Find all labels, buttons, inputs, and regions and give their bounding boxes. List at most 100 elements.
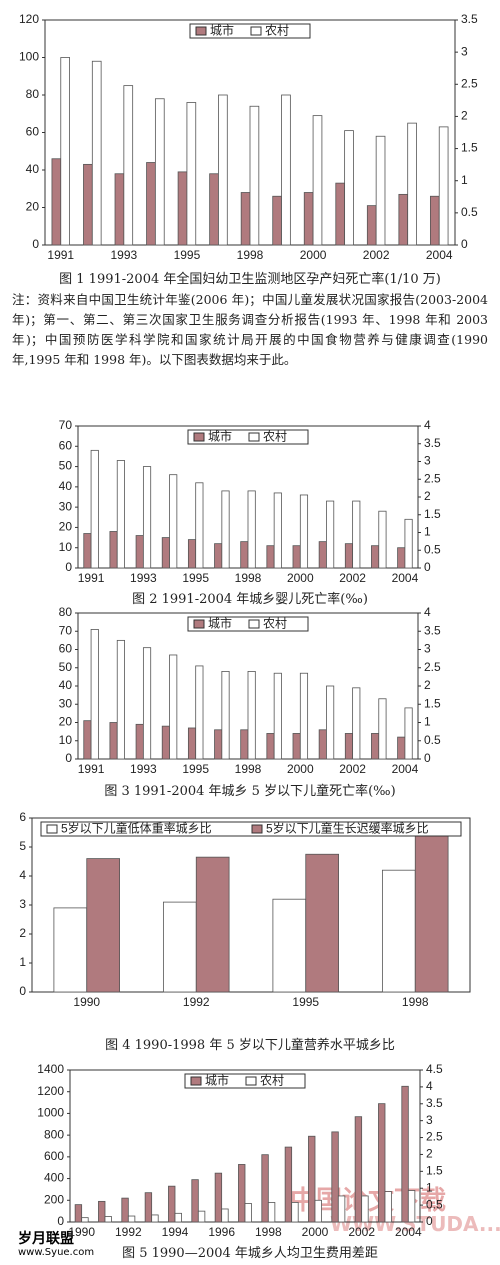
y-tick-label: 1200 [37, 1084, 64, 1098]
bar [273, 672, 282, 760]
y-tick-label: 80 [59, 605, 73, 619]
bar [361, 1195, 369, 1223]
bar [186, 102, 197, 246]
bar [303, 192, 314, 246]
bar [318, 729, 327, 760]
bar [240, 192, 251, 246]
y-tick-label: 0 [65, 560, 72, 574]
bar [86, 858, 120, 993]
bar [168, 1185, 176, 1223]
y2-tick-label: 2.5 [461, 76, 478, 90]
bar [404, 518, 413, 569]
legend-swatch [245, 1076, 257, 1086]
y-tick-label: 2 [19, 926, 26, 940]
bar [366, 205, 377, 246]
bar [378, 698, 387, 760]
bar [135, 723, 144, 760]
y2-tick-label: 3 [461, 44, 468, 58]
legend-label: 城市 [208, 429, 232, 444]
bar [281, 94, 291, 246]
bar [214, 1172, 223, 1223]
bar [272, 195, 282, 246]
y2-tick-label: 3 [426, 1113, 433, 1127]
x-tick-label: 2004 [392, 571, 419, 585]
y-tick-label: 30 [59, 499, 73, 513]
bar [174, 1212, 182, 1223]
y2-tick-label: 4 [426, 1079, 433, 1093]
bar [397, 547, 406, 569]
bar [335, 182, 346, 246]
bar [438, 126, 449, 246]
bar [142, 466, 152, 569]
y-tick-label: 400 [44, 1171, 64, 1185]
y2-tick-label: 3 [424, 642, 431, 656]
x-tick-label: 1995 [182, 762, 209, 776]
x-tick-label: 1993 [110, 248, 137, 262]
x-tick-label: 1993 [130, 571, 157, 585]
bar [221, 1208, 229, 1223]
legend-box [187, 429, 309, 445]
bar [266, 733, 275, 760]
y-tick-label: 10 [59, 540, 73, 554]
bar [114, 173, 125, 246]
y-tick-label: 60 [59, 642, 73, 656]
x-tick-label: 1991 [78, 762, 105, 776]
bar [90, 449, 99, 569]
bar [104, 1216, 112, 1223]
legend-swatch [250, 26, 262, 36]
bar [81, 1217, 89, 1223]
chart: 0 1 2 3 4 5 6 1990 1992 1995 1998 5岁以下儿童低体重率城乡比 5岁以下… [19, 810, 471, 1009]
y-tick-label: 10 [59, 733, 73, 747]
y2-tick-label: 0.5 [426, 1197, 443, 1211]
x-tick-label: 2002 [348, 1225, 375, 1239]
caption: 图 3 1991-2004 年城乡 5 岁以下儿童死亡率(‰) [104, 784, 396, 799]
bar [209, 173, 219, 246]
x-tick-label: 2004 [395, 1225, 422, 1239]
legend-label: 城市 [210, 23, 234, 38]
bar [238, 1164, 246, 1223]
bar [74, 1204, 83, 1223]
y2-tick-label: 2 [424, 678, 431, 692]
bar [187, 539, 197, 569]
y-tick-label: 200 [44, 1192, 64, 1206]
legend-box [187, 616, 309, 632]
bar [98, 1200, 106, 1223]
bar [177, 171, 188, 246]
caption: 图 5 1990—2004 年城乡人均卫生费用差距 [122, 1246, 378, 1261]
x-tick-label: 2000 [300, 248, 327, 262]
y-tick-label: 60 [59, 438, 73, 452]
bar [154, 98, 165, 246]
y-tick-label: 30 [59, 696, 73, 710]
bar [299, 494, 309, 569]
bar [381, 869, 416, 993]
bar [197, 1210, 206, 1223]
y-tick-label: 3 [19, 897, 26, 911]
caption: 图 2 1991-2004 年城乡婴儿死亡率(‰) [132, 592, 368, 607]
bar [187, 727, 197, 760]
bar [142, 647, 152, 760]
legend-box [184, 1073, 306, 1089]
bar [371, 733, 380, 760]
bar [162, 901, 197, 993]
bar [404, 707, 413, 760]
legend-swatch [46, 824, 58, 834]
legend-label: 城市 [205, 1073, 229, 1088]
bar [146, 162, 156, 246]
x-tick-label: 2002 [339, 762, 366, 776]
bar [344, 130, 354, 246]
bar [51, 158, 62, 246]
bar [261, 1154, 269, 1223]
x-tick-label: 1995 [182, 571, 209, 585]
bar [312, 115, 323, 246]
legend-swatch [251, 824, 263, 834]
bar [371, 545, 380, 569]
bar [352, 500, 361, 569]
chart: 0 200 400 600 800 1000 1200 1400 0 0.5 1 1.5 2 2.5 3 3.… [37, 1062, 443, 1239]
y-tick-label: 4 [19, 868, 26, 882]
y-tick-label: 0 [57, 1214, 64, 1228]
y2-tick-label: 0 [461, 237, 468, 251]
bar [378, 1103, 386, 1223]
y2-tick-label: 2 [461, 109, 468, 123]
bar [247, 490, 256, 569]
bar [398, 193, 409, 246]
